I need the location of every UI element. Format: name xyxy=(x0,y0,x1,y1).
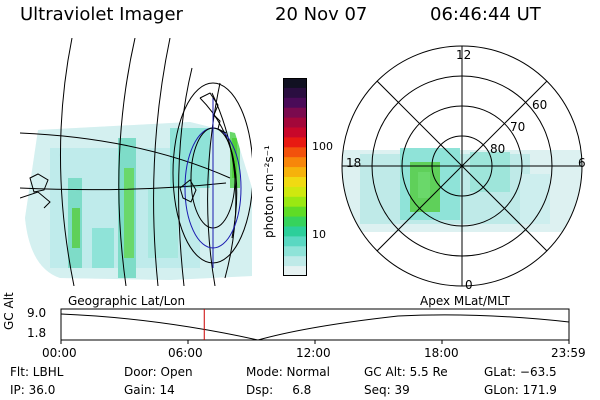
mlt-0-label: 0 xyxy=(465,278,473,292)
colorbar-segment xyxy=(283,87,307,99)
colorbar-segment xyxy=(283,226,307,237)
mode-label: Mode: Normal xyxy=(246,365,330,379)
colorbar-segment xyxy=(283,97,307,109)
geographic-map xyxy=(20,38,252,286)
door-label: Door: Open xyxy=(124,365,193,379)
apex-title: Apex MLat/MLT xyxy=(420,294,510,308)
mlt-12-label: 12 xyxy=(456,48,472,62)
polar-grid xyxy=(341,45,583,287)
colorbar-segment xyxy=(283,137,307,148)
ip-label: IP: 36.0 xyxy=(10,383,56,397)
dsp-label: Dsp: 6.8 xyxy=(246,383,312,397)
time-label: 06:46:44 UT xyxy=(430,4,541,25)
filter-label: Flt: LBHL xyxy=(10,365,64,379)
mlt-6-label: 6 xyxy=(578,156,586,170)
colorbar-segment xyxy=(283,177,307,188)
colorbar-segment xyxy=(283,127,307,138)
colorbar-segment xyxy=(283,246,307,257)
mlat-70-label: 70 xyxy=(510,120,526,134)
uv-swath xyxy=(25,122,252,280)
mlt-18-label: 18 xyxy=(346,156,362,170)
glat-label: GLat: −63.5 xyxy=(484,365,557,379)
date-label: 20 Nov 07 xyxy=(275,4,368,25)
colorbar-segment xyxy=(283,117,307,128)
colorbar-segment xyxy=(283,107,307,119)
app-title: Ultraviolet Imager xyxy=(20,4,183,25)
mlat-60-label: 60 xyxy=(532,98,548,112)
colorbar-segment xyxy=(283,157,307,168)
timeline-plot xyxy=(60,308,570,344)
colorbar-segment xyxy=(283,78,307,89)
gc-alt-label: GC Alt: 5.5 Re xyxy=(364,365,448,379)
colorbar-segment xyxy=(283,256,307,267)
colorbar-segment xyxy=(283,216,307,227)
x-tick-2359: 23:59 xyxy=(551,346,586,360)
x-tick-0600: 06:00 xyxy=(168,346,203,360)
timeline-ticks xyxy=(60,340,570,344)
x-tick-1800: 18:00 xyxy=(424,346,459,360)
polar-plot xyxy=(341,45,583,287)
x-tick-1200: 12:00 xyxy=(296,346,331,360)
colorbar-segment xyxy=(283,147,307,158)
timeline-y-label: GC Alt xyxy=(2,292,16,330)
altitude-curve xyxy=(60,313,570,341)
colorbar-segment xyxy=(283,196,307,208)
colorbar-unit-label: photon cm⁻²s⁻¹ xyxy=(262,145,276,238)
colorbar-segment xyxy=(283,266,307,276)
x-tick-0000: 00:00 xyxy=(42,346,77,360)
mlat-80-label: 80 xyxy=(490,142,506,156)
glon-label: GLon: 171.9 xyxy=(484,383,557,397)
seq-label: Seq: 39 xyxy=(364,383,410,397)
colorbar-segment xyxy=(283,186,307,198)
colorbar xyxy=(283,78,307,276)
map-grid xyxy=(20,38,252,286)
colorbar-border xyxy=(283,78,307,276)
y-tick-9: 9.0 xyxy=(27,306,47,320)
y-tick-1-8: 1.8 xyxy=(27,326,47,340)
colorbar-segment xyxy=(283,167,307,178)
geographic-title: Geographic Lat/Lon xyxy=(68,294,186,308)
colorbar-tick-10: 10 xyxy=(312,228,326,241)
colorbar-segment xyxy=(283,206,307,218)
gain-label: Gain: 14 xyxy=(124,383,175,397)
colorbar-tick-100: 100 xyxy=(312,140,333,153)
colorbar-segment xyxy=(283,236,307,247)
